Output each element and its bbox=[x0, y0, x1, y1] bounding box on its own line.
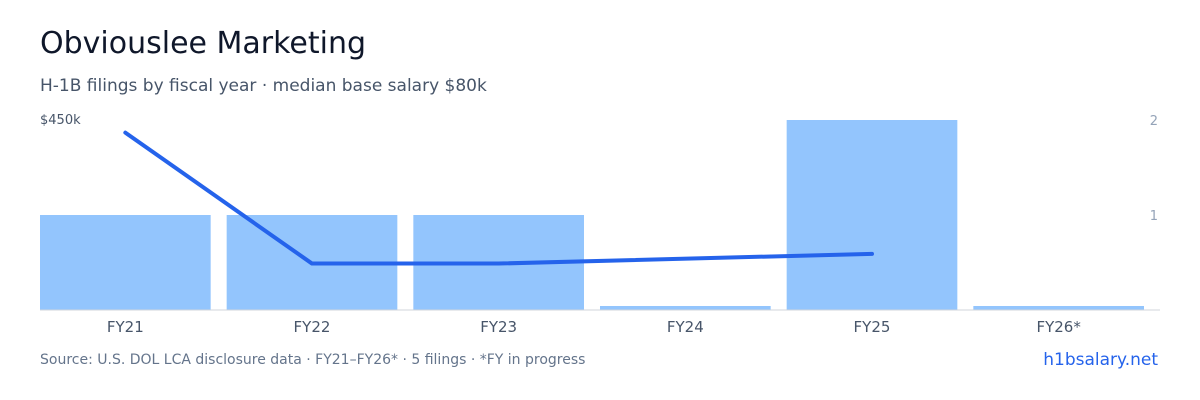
y-right-tick-label: 2 bbox=[1150, 114, 1158, 129]
y-right-tick-label: 1 bbox=[1150, 209, 1158, 224]
bar-fy21 bbox=[40, 215, 211, 310]
y-left-tick-label: $450k bbox=[40, 113, 81, 128]
salary-line bbox=[123, 130, 874, 266]
x-tick-label: FY25 bbox=[854, 318, 891, 336]
bar-fy26 bbox=[973, 306, 1144, 310]
chart-subtitle: H-1B filings by fiscal year · median bas… bbox=[40, 76, 487, 96]
ticks-layer: $450k 2 1 bbox=[40, 113, 1158, 224]
x-labels-layer: FY21 FY22 FY23 FY24 FY25 FY26* bbox=[107, 318, 1081, 336]
x-tick-label: FY23 bbox=[480, 318, 517, 336]
line-layer bbox=[123, 130, 874, 266]
bars-layer bbox=[40, 120, 1144, 310]
source-note: Source: U.S. DOL LCA disclosure data · F… bbox=[40, 352, 586, 368]
bar-fy25 bbox=[786, 120, 958, 310]
x-tick-label: FY26* bbox=[1036, 318, 1081, 336]
x-tick-label: FY24 bbox=[667, 318, 704, 336]
chart: $450k 2 1 FY21 FY22 FY23 FY24 FY25 FY26* bbox=[40, 113, 1160, 336]
x-tick-label: FY21 bbox=[107, 318, 144, 336]
page-title: Obviouslee Marketing bbox=[40, 26, 367, 61]
bar-fy24 bbox=[600, 306, 771, 310]
brand-link[interactable]: h1bsalary.net bbox=[1043, 350, 1158, 370]
x-tick-label: FY22 bbox=[294, 318, 331, 336]
